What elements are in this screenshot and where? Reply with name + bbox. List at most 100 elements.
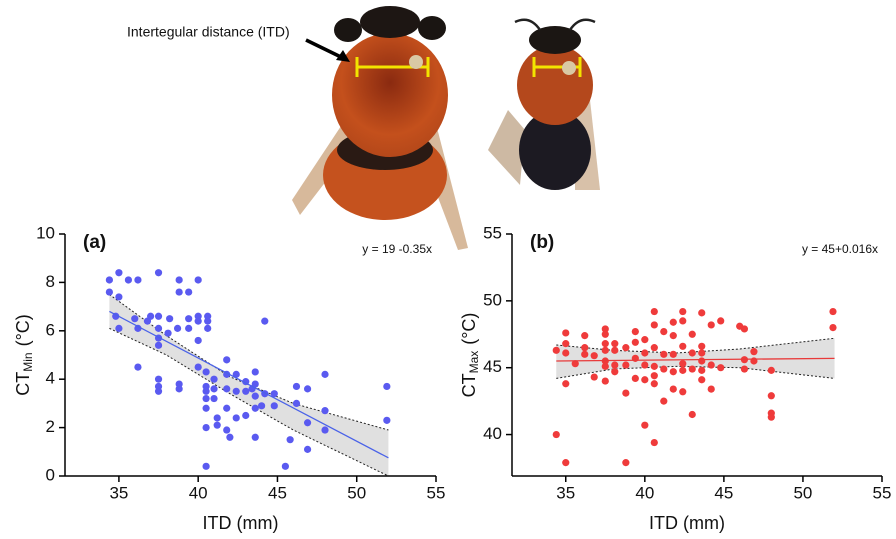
point (650, 372, 658, 380)
point (154, 312, 163, 320)
point (232, 370, 240, 378)
y-axis-label: CTMax (°C) (459, 313, 481, 398)
point (611, 368, 619, 376)
point (154, 341, 163, 349)
point (270, 402, 278, 410)
point (641, 361, 649, 369)
point (650, 438, 658, 447)
point (164, 329, 172, 337)
point (581, 344, 589, 352)
point (717, 364, 725, 372)
point (194, 276, 202, 284)
y-label-unit: (°C) (13, 314, 33, 346)
point (679, 342, 687, 350)
point (175, 288, 183, 296)
point (204, 324, 212, 332)
point (175, 276, 183, 284)
point (650, 344, 658, 352)
point (134, 324, 142, 332)
point (688, 330, 696, 338)
x-tick-label: 50 (347, 483, 366, 502)
point (124, 276, 133, 284)
point (581, 332, 589, 340)
point (303, 385, 312, 393)
point (321, 370, 329, 378)
point (622, 344, 630, 352)
point (679, 317, 687, 325)
x-axis-label: ITD (mm) (649, 513, 725, 533)
point (767, 366, 775, 374)
point (601, 340, 609, 348)
point (740, 325, 749, 333)
confidence-edge (109, 327, 389, 476)
point (251, 368, 259, 376)
x-axis-label: ITD (mm) (203, 513, 279, 533)
point (707, 385, 715, 393)
point (767, 413, 775, 421)
point (202, 368, 210, 376)
point (688, 349, 696, 357)
point (232, 414, 240, 422)
point (143, 317, 152, 325)
point (650, 321, 658, 329)
point (242, 387, 250, 395)
point (679, 360, 687, 368)
point (669, 385, 677, 393)
point (562, 329, 570, 337)
point (175, 385, 183, 393)
point (571, 360, 579, 368)
point (226, 433, 234, 441)
point (210, 385, 218, 393)
x-tick-label: 45 (268, 483, 287, 502)
point (202, 394, 210, 403)
chart (552, 307, 837, 467)
point (669, 332, 677, 340)
point (105, 276, 113, 284)
point (698, 349, 706, 357)
point (204, 317, 212, 325)
y-tick-label: 2 (46, 417, 55, 436)
fit-line (556, 357, 835, 362)
point (303, 445, 312, 453)
point (601, 362, 609, 370)
point (210, 394, 218, 403)
point (202, 462, 210, 470)
point (698, 366, 706, 374)
point (131, 315, 139, 323)
point (562, 380, 570, 388)
point (698, 357, 706, 365)
point (303, 419, 312, 427)
x-tick-label: 35 (109, 483, 128, 502)
point (611, 361, 619, 369)
point (154, 375, 163, 383)
point (660, 365, 668, 373)
point (698, 342, 706, 350)
y-tick-label: 8 (46, 272, 55, 291)
point (622, 459, 630, 467)
point (242, 411, 250, 420)
point (767, 392, 775, 400)
point (202, 424, 210, 432)
point (641, 421, 649, 429)
equation: y = 45+0.016x (802, 242, 878, 256)
point (134, 363, 142, 371)
point (185, 315, 193, 323)
point (321, 426, 329, 434)
y-tick-label: 4 (46, 369, 55, 388)
point (641, 376, 649, 384)
y-tick-label: 45 (483, 357, 502, 376)
annotation: Intertegular distance (ITD) (127, 24, 290, 40)
point (115, 293, 123, 301)
point (829, 323, 837, 332)
point (194, 336, 202, 345)
point (292, 399, 301, 407)
point (679, 388, 687, 396)
point (202, 404, 210, 412)
point (213, 421, 221, 429)
x-tick-label: 40 (635, 483, 654, 502)
y-tick-label: 10 (36, 223, 55, 242)
point (270, 390, 278, 398)
point (154, 387, 163, 395)
point (173, 324, 182, 332)
y-label-unit: (°C) (459, 313, 479, 345)
